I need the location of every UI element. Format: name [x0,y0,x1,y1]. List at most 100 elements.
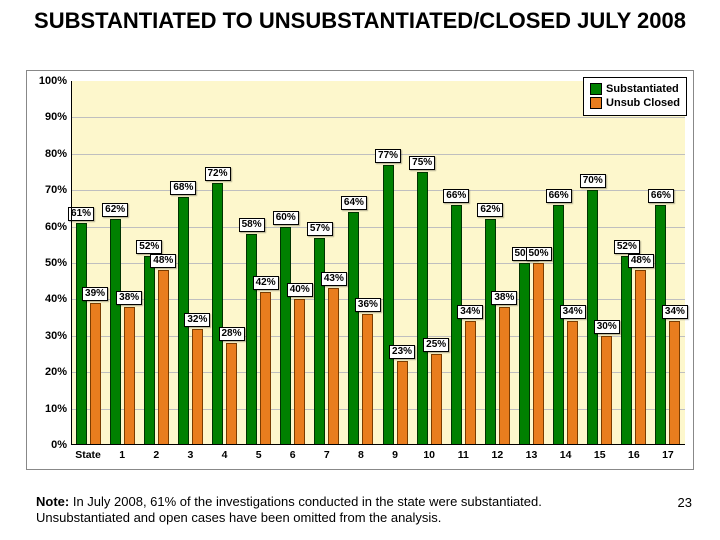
bar-substantiated [451,205,462,445]
gridline [71,117,685,118]
bar-substantiated [655,205,666,445]
bar-label: 30% [594,320,620,334]
bar-label: 48% [150,254,176,268]
bar-substantiated [348,212,359,445]
bar-label: 36% [355,298,381,312]
bar-label: 34% [560,305,586,319]
bar-unsub-closed [601,336,612,445]
bar-unsub-closed [294,299,305,445]
bar-substantiated [246,234,257,445]
bar-label: 48% [628,254,654,268]
legend-item: Substantiated [590,82,680,96]
bar-unsub-closed [567,321,578,445]
x-tick-label: 5 [256,449,262,461]
bar-label: 50% [525,247,551,261]
legend-label: Unsub Closed [606,96,680,110]
bar-substantiated [621,256,632,445]
x-tick-label: 1 [119,449,125,461]
x-tick-label: 3 [187,449,193,461]
bar-substantiated [485,219,496,445]
plot-area: 0%10%20%30%40%50%60%70%80%90%100%61%39%S… [71,81,685,445]
bar-label: 40% [287,283,313,297]
y-tick-label: 100% [39,75,67,87]
bar-label: 28% [218,327,244,341]
x-tick-label: 16 [628,449,640,461]
page-title: SUBSTANTIATED TO UNSUBSTANTIATED/CLOSED … [0,8,720,33]
footnote-body: In July 2008, 61% of the investigations … [36,494,542,525]
y-tick-label: 50% [45,257,67,269]
bar-unsub-closed [90,303,101,445]
bar-label: 32% [184,313,210,327]
bar-substantiated [314,238,325,445]
bar-unsub-closed [192,329,203,445]
y-tick-label: 90% [45,111,67,123]
x-axis [71,444,685,445]
bar-label: 43% [321,272,347,286]
legend-swatch [590,83,602,95]
bar-substantiated [76,223,87,445]
bar-substantiated [417,172,428,445]
chart-frame: 0%10%20%30%40%50%60%70%80%90%100%61%39%S… [26,70,694,470]
bar-unsub-closed [158,270,169,445]
bar-substantiated [144,256,155,445]
x-tick-label: 15 [594,449,606,461]
bar-label: 66% [546,189,572,203]
x-tick-label: 10 [423,449,435,461]
bar-label: 60% [273,211,299,225]
bar-label: 64% [341,196,367,210]
bar-label: 34% [457,305,483,319]
bar-unsub-closed [397,361,408,445]
bar-unsub-closed [260,292,271,445]
bar-label: 57% [307,222,333,236]
bar-substantiated [110,219,121,445]
x-tick-label: State [75,449,101,461]
bar-label: 52% [136,240,162,254]
bar-unsub-closed [465,321,476,445]
bar-unsub-closed [431,354,442,445]
bar-substantiated [383,165,394,445]
bar-unsub-closed [124,307,135,445]
bar-label: 68% [170,181,196,195]
y-axis [71,81,72,445]
legend-swatch [590,97,602,109]
bar-label: 39% [82,287,108,301]
bar-unsub-closed [669,321,680,445]
x-tick-label: 4 [222,449,228,461]
x-tick-label: 17 [662,449,674,461]
bar-label: 23% [389,345,415,359]
bar-label: 70% [580,174,606,188]
y-tick-label: 30% [45,330,67,342]
x-tick-label: 14 [560,449,572,461]
bar-unsub-closed [362,314,373,445]
bar-substantiated [553,205,564,445]
bar-label: 62% [477,203,503,217]
legend-item: Unsub Closed [590,96,680,110]
bar-label: 25% [423,338,449,352]
x-tick-label: 11 [458,449,469,461]
bar-unsub-closed [328,288,339,445]
bar-substantiated [587,190,598,445]
y-tick-label: 40% [45,293,67,305]
footnote-label: Note: [36,494,69,509]
x-tick-label: 2 [153,449,159,461]
x-tick-label: 13 [526,449,538,461]
legend: SubstantiatedUnsub Closed [583,77,687,116]
x-tick-label: 12 [492,449,504,461]
bar-label: 34% [662,305,688,319]
x-tick-label: 6 [290,449,296,461]
bar-label: 52% [614,240,640,254]
bar-label: 62% [102,203,128,217]
bar-unsub-closed [635,270,646,445]
y-tick-label: 60% [45,221,67,233]
page-number: 23 [678,495,692,510]
x-tick-label: 8 [358,449,364,461]
bar-label: 38% [116,291,142,305]
bar-label: 58% [239,218,265,232]
bar-unsub-closed [533,263,544,445]
bar-substantiated [212,183,223,445]
bar-label: 66% [648,189,674,203]
footnote: Note: In July 2008, 61% of the investiga… [36,494,596,527]
bar-label: 66% [443,189,469,203]
y-tick-label: 80% [45,148,67,160]
legend-label: Substantiated [606,82,679,96]
